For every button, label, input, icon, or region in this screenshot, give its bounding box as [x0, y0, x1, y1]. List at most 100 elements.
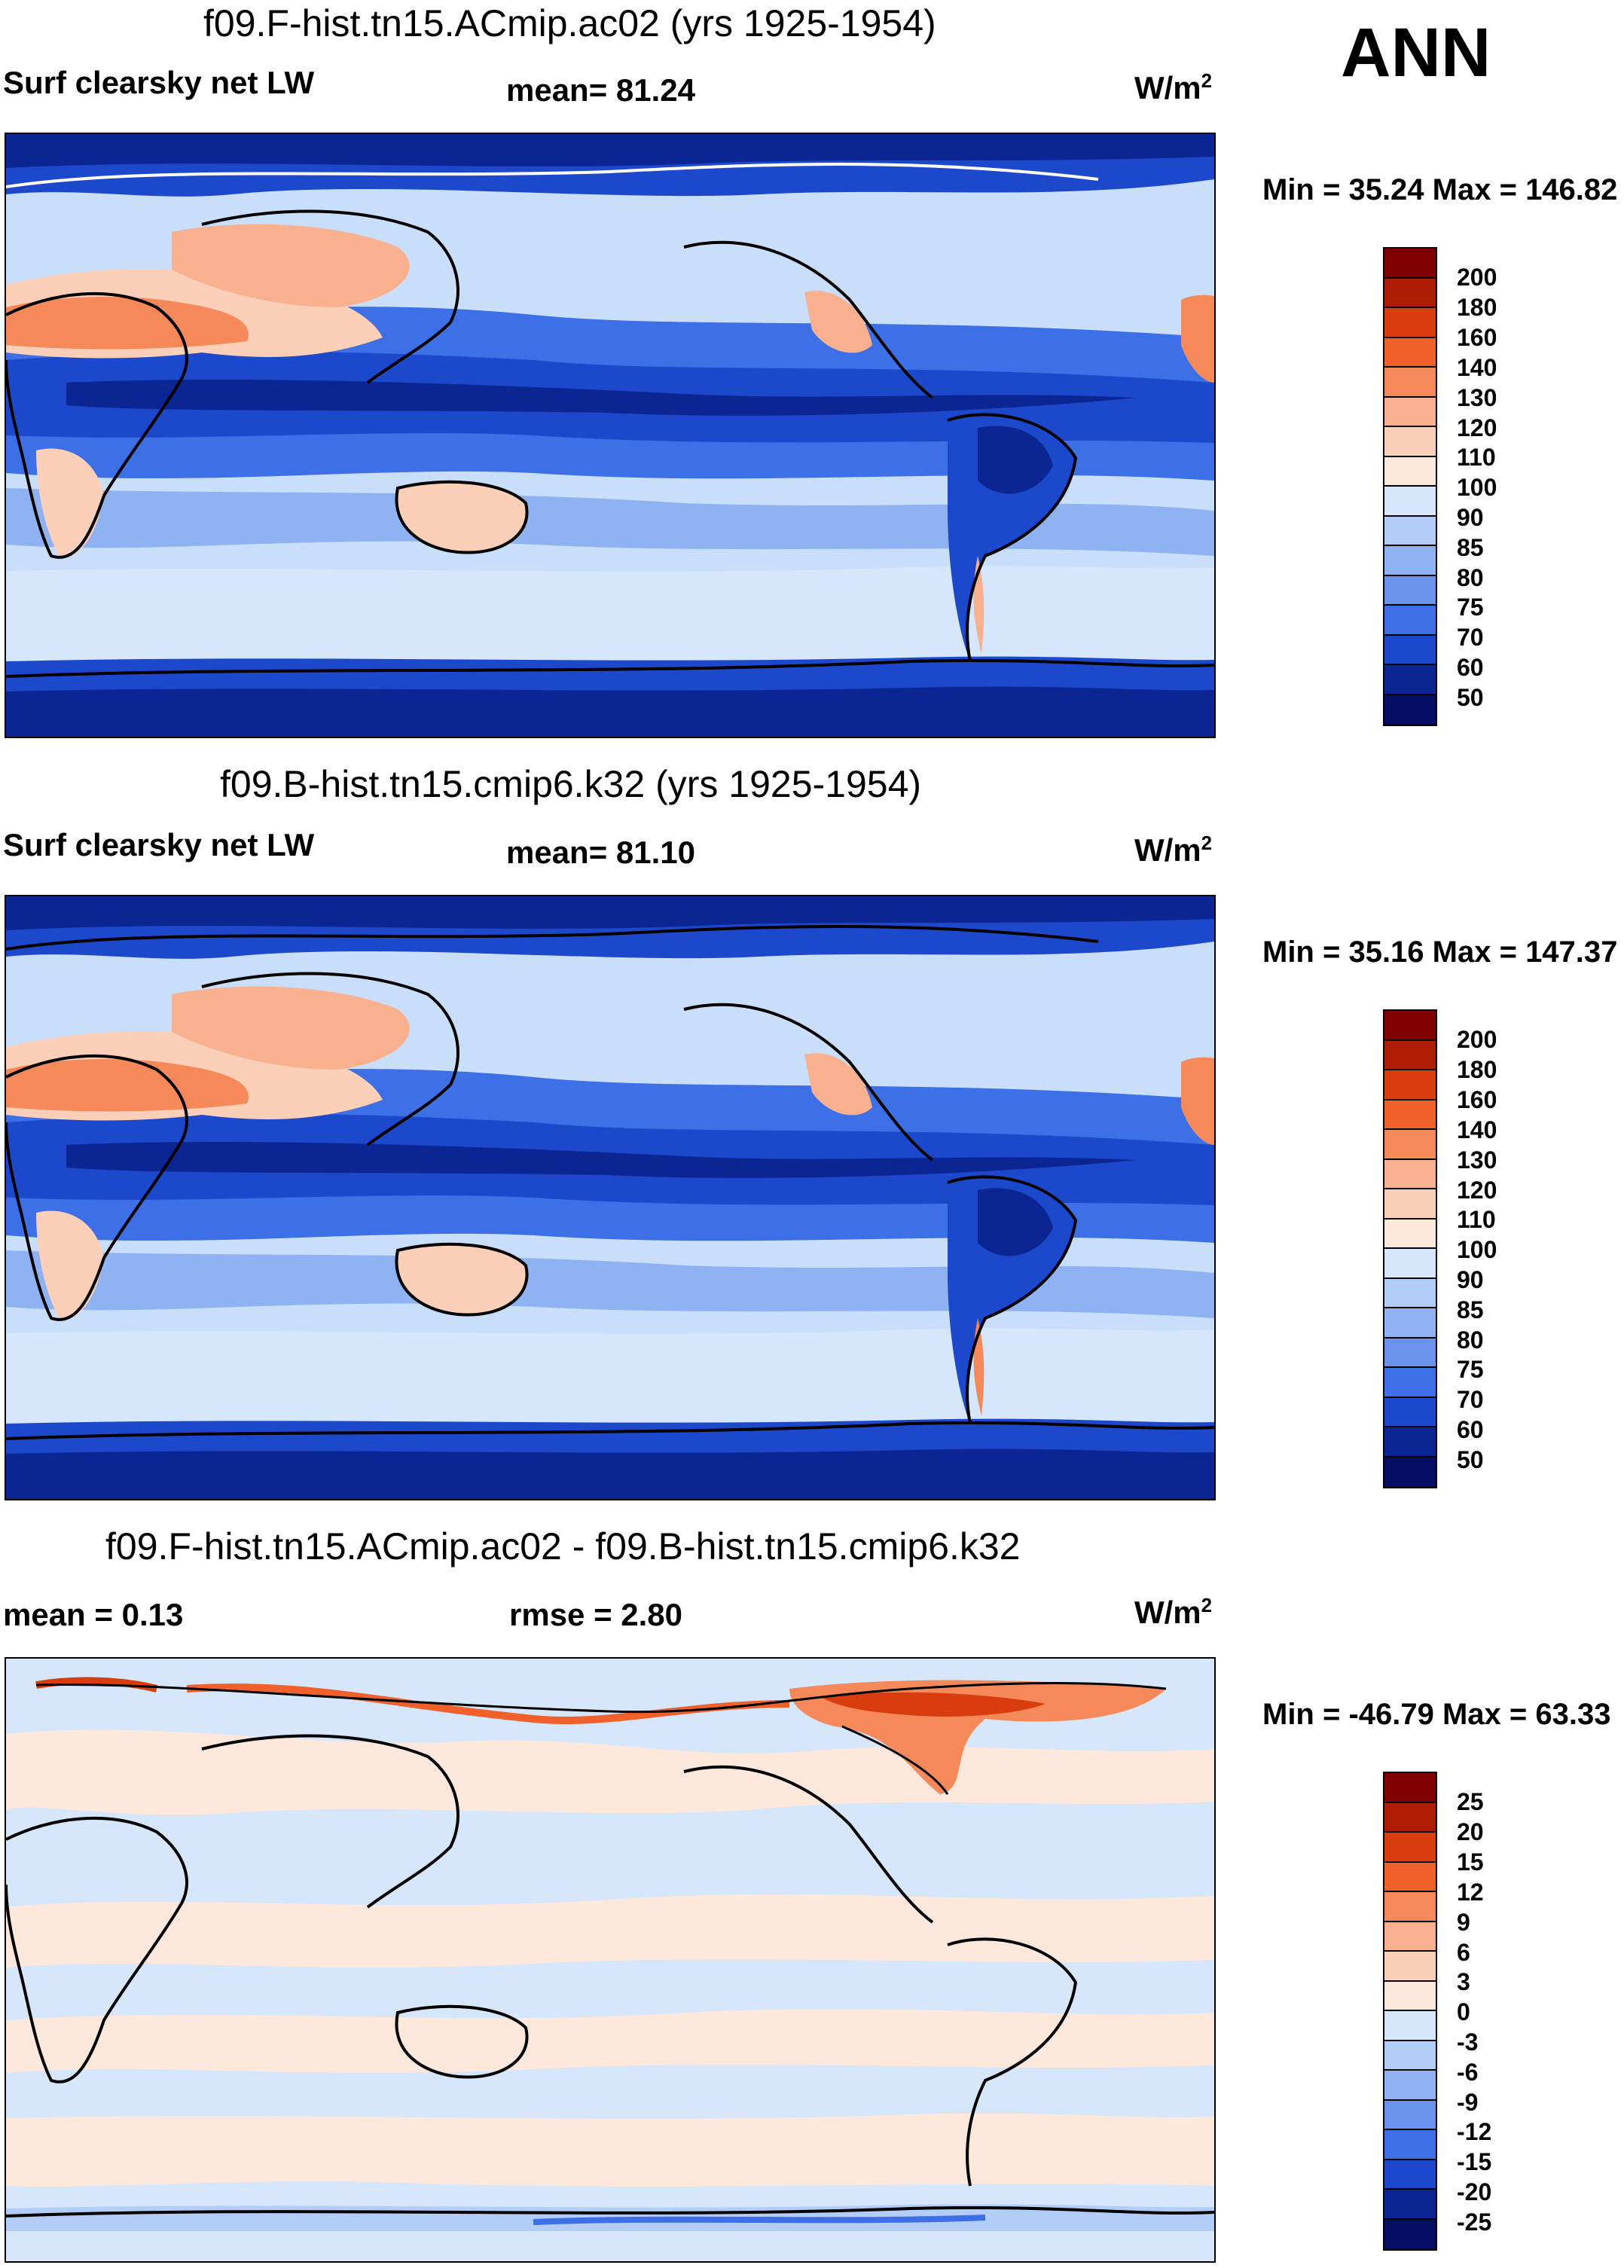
panel2-colorbar-cell	[1384, 1159, 1436, 1189]
panel2-colorbar-cell	[1384, 1427, 1436, 1458]
panel2-units: W/m2	[1134, 832, 1213, 868]
panel3-tick-label: 0	[1457, 1998, 1470, 2025]
panel3-minmax: Min = -46.79 Max = 63.33	[1262, 1698, 1611, 1731]
panel1-title: f09.F-hist.tn15.ACmip.ac02 (yrs 1925-195…	[203, 2, 936, 44]
panel1-colorbar-cell	[1384, 249, 1436, 279]
panel2-tick-label: 70	[1457, 1386, 1484, 1413]
panel2-colorbar	[1383, 1009, 1437, 1488]
panel3-title: f09.F-hist.tn15.ACmip.ac02 - f09.B-hist.…	[105, 1525, 1021, 1567]
panel3-tick-label: 20	[1457, 1818, 1484, 1845]
panel2-colorbar-cell	[1384, 1249, 1436, 1279]
panel1-map	[5, 133, 1216, 738]
panel3-units: W/m2	[1134, 1594, 1213, 1630]
panel3-tick-label: -9	[1457, 2089, 1479, 2116]
panel1-tick-label: 110	[1457, 444, 1496, 471]
panel1-tick-label: 70	[1457, 624, 1484, 651]
panel2-colorbar-cell	[1384, 1278, 1436, 1308]
panel1-colorbar-cell	[1384, 606, 1436, 636]
panel2-colorbar-cell	[1384, 1308, 1436, 1339]
panel3-tick-label: -3	[1457, 2028, 1479, 2056]
panel3-tick-label: 6	[1457, 1939, 1470, 1966]
panel1-tick-label: 200	[1457, 264, 1497, 291]
panel2-tick-label: 60	[1457, 1416, 1484, 1443]
panel2-variable-label: Surf clearsky net LW	[3, 827, 315, 862]
panel2-colorbar-cell	[1384, 1368, 1436, 1398]
panel3-colorbar-cell	[1384, 1892, 1436, 1922]
panel3-tick-label: 3	[1457, 1968, 1470, 1995]
panel2-tick-label: 85	[1457, 1296, 1484, 1323]
panel1-colorbar-cell	[1384, 337, 1436, 368]
panel1-tick-label: 60	[1457, 654, 1484, 681]
panel3-tick-label: -15	[1457, 2148, 1492, 2175]
panel2-mean-label: mean= 81.10	[506, 835, 696, 870]
panel3-colorbar-cell	[1384, 2160, 1436, 2190]
panel2-tick-label: 50	[1457, 1446, 1484, 1473]
panel1-tick-label: 130	[1457, 384, 1497, 411]
panel1-tick-label: 140	[1457, 354, 1497, 381]
panel3-colorbar-cell	[1384, 2130, 1436, 2160]
panel1-colorbar-cell	[1384, 427, 1436, 457]
panel2-colorbar-cell	[1384, 1397, 1436, 1427]
panel2-tick-label: 180	[1457, 1056, 1497, 1083]
panel2-tick-label: 140	[1457, 1116, 1497, 1143]
panel1-colorbar	[1383, 247, 1437, 726]
panel2-colorbar-cell	[1384, 1040, 1436, 1070]
panel1-tick-label: 85	[1457, 534, 1484, 561]
panel3-tick-label: -12	[1457, 2118, 1492, 2145]
panel2-colorbar-cell	[1384, 1338, 1436, 1368]
panel3-colorbar-cell	[1384, 2041, 1436, 2071]
panel1-tick-label: 100	[1457, 474, 1497, 501]
panel3-colorbar-cell	[1384, 1802, 1436, 1833]
panel2-tick-label: 90	[1457, 1266, 1484, 1293]
panel1-colorbar-cell	[1384, 278, 1436, 308]
panel3-colorbar-cell	[1384, 2071, 1436, 2101]
panel3-colorbar-cell	[1384, 2190, 1436, 2220]
panel3-colorbar-cell	[1384, 2219, 1436, 2249]
panel2-minmax: Min = 35.16 Max = 147.37	[1262, 936, 1618, 969]
panel1-colorbar-cell	[1384, 665, 1436, 695]
panel1-colorbar-cell	[1384, 694, 1436, 725]
panel2-map-svg	[6, 896, 1214, 1499]
panel3-colorbar-cell	[1384, 2100, 1436, 2130]
panel2-map	[5, 895, 1216, 1500]
panel1-colorbar-cell	[1384, 516, 1436, 546]
panel2-tick-label: 130	[1457, 1146, 1497, 1174]
panel3-colorbar-cell	[1384, 1952, 1436, 1982]
panel2-colorbar-cell	[1384, 1070, 1436, 1100]
panel2-title: f09.B-hist.tn15.cmip6.k32 (yrs 1925-1954…	[220, 763, 922, 805]
panel3-tick-label: -20	[1457, 2178, 1492, 2205]
panel3-map-svg	[6, 1659, 1214, 2261]
panel1-colorbar-cell	[1384, 546, 1436, 576]
panel3-map	[5, 1657, 1216, 2263]
panel3-colorbar-cell	[1384, 1922, 1436, 1952]
panel1-colorbar-cell	[1384, 635, 1436, 665]
panel1-colorbar-cell	[1384, 397, 1436, 427]
panel2-colorbar-cell	[1384, 1219, 1436, 1249]
panel3-tick-label: 9	[1457, 1909, 1470, 1936]
panel2-tick-label: 200	[1457, 1026, 1497, 1053]
panel2-colorbar-cell	[1384, 1457, 1436, 1487]
panel1-minmax: Min = 35.24 Max = 146.82	[1262, 173, 1618, 206]
panel1-units: W/m2	[1134, 69, 1213, 105]
panel1-colorbar-cell	[1384, 308, 1436, 338]
panel1-map-svg	[6, 134, 1214, 737]
panel1-tick-label: 120	[1457, 414, 1497, 441]
panel1-tick-label: 50	[1457, 684, 1484, 711]
panel1-colorbar-cell	[1384, 487, 1436, 517]
panel1-colorbar-cell	[1384, 575, 1436, 606]
panel3-colorbar-cell	[1384, 2011, 1436, 2041]
panel2-colorbar-cell	[1384, 1130, 1436, 1160]
panel1-tick-label: 80	[1457, 564, 1484, 591]
panel3-tick-label: 15	[1457, 1848, 1484, 1876]
panel1-colorbar-cell	[1384, 456, 1436, 487]
panel2-colorbar-cell	[1384, 1189, 1436, 1219]
panel3-colorbar-cell	[1384, 1773, 1436, 1803]
panel2-tick-label: 80	[1457, 1326, 1484, 1354]
panel1-tick-label: 160	[1457, 324, 1497, 351]
panel2-colorbar-cell	[1384, 1100, 1436, 1130]
panel3-rmse-label: rmse = 2.80	[509, 1597, 683, 1632]
panel3-colorbar-cell	[1384, 1862, 1436, 1892]
panel1-tick-label: 180	[1457, 294, 1497, 321]
panel3-colorbar-cell	[1384, 1981, 1436, 2011]
panel3-tick-label: -6	[1457, 2059, 1479, 2086]
